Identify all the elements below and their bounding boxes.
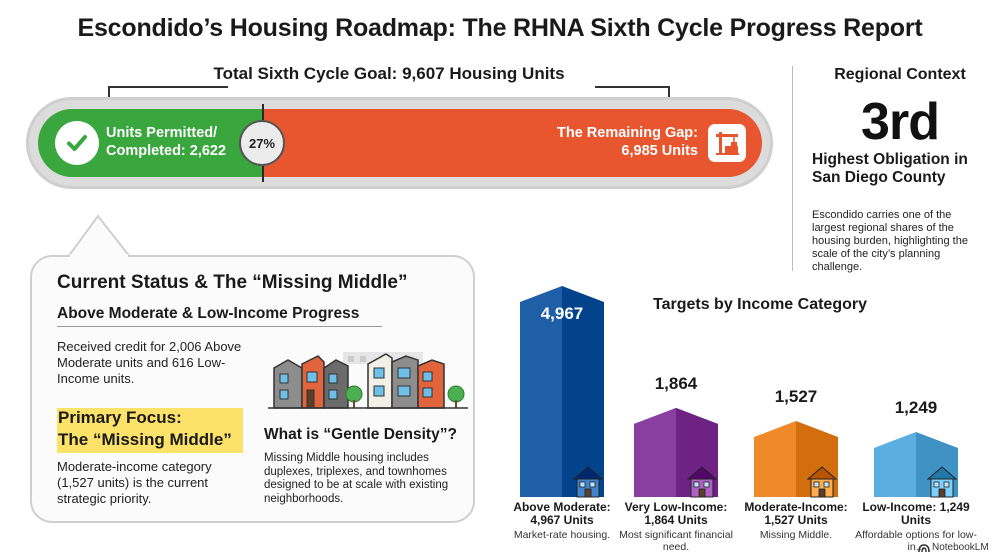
status-rule xyxy=(57,326,382,327)
focus-heading: Primary Focus: The “Missing Middle” xyxy=(58,408,232,449)
house-icon xyxy=(686,466,718,498)
percent-badge: 27% xyxy=(239,120,285,166)
check-icon xyxy=(55,121,99,165)
townhomes-illustration xyxy=(268,352,468,409)
status-subtitle: Above Moderate & Low-Income Progress xyxy=(57,305,360,322)
category-desc-low-income: Affordable options for low-in... xyxy=(855,529,977,553)
status-title: Current Status & The “Missing Middle” xyxy=(57,272,408,293)
category-label-low-income: Low-Income: 1,249 Units xyxy=(862,500,970,527)
value-label-moderate-income: 1,527 xyxy=(774,387,818,407)
category-desc-very-low-income: Most significant financial need. xyxy=(619,529,733,553)
gentle-density-body: Missing Middle housing includes duplexes… xyxy=(264,452,449,505)
bar-very-low-income xyxy=(634,407,718,498)
page-title: Escondido’s Housing Roadmap: The RHNA Si… xyxy=(77,14,923,42)
progress-bar-remaining xyxy=(262,109,762,177)
permitted-label: Units Permitted/ Completed: 2,622 xyxy=(106,125,227,159)
gentle-density-title: What is “Gentle Density”? xyxy=(264,426,457,443)
crane-icon xyxy=(708,124,746,162)
regional-subtitle: Highest Obligation in San Diego County xyxy=(812,151,968,186)
goal-bracket xyxy=(108,78,670,100)
notebook-icon xyxy=(918,543,930,552)
bar-moderate-income xyxy=(754,421,838,498)
house-icon xyxy=(926,466,958,498)
section-divider xyxy=(792,66,793,271)
focus-highlight xyxy=(57,408,243,453)
brand-mark: NotebookLM xyxy=(918,542,989,553)
focus-body: Moderate-income category (1,527 units) i… xyxy=(57,459,212,506)
category-label-above-moderate: Above Moderate: 4,967 Units xyxy=(513,500,611,527)
chart-title: Targets by Income Category xyxy=(653,296,867,313)
value-label-very-low-income: 1,864 xyxy=(654,373,698,393)
bar-low-income xyxy=(874,431,958,498)
regional-rank: 3rd xyxy=(861,93,940,151)
value-label-above-moderate: 4,967 xyxy=(540,304,584,323)
category-desc-above-moderate: Market-rate housing. xyxy=(513,529,611,541)
regional-heading: Regional Context xyxy=(834,66,966,83)
regional-body: Escondido carries one of the largest reg… xyxy=(812,209,968,273)
house-icon xyxy=(572,466,604,498)
remaining-label: The Remaining Gap: 6,985 Units xyxy=(557,125,698,159)
category-desc-moderate-income: Missing Middle. xyxy=(759,529,833,541)
category-label-very-low-income: Very Low-Income: 1,864 Units xyxy=(624,500,728,527)
status-body: Received credit for 2,006 Above Moderate… xyxy=(57,339,242,386)
house-icon xyxy=(806,466,838,498)
goal-label: Total Sixth Cycle Goal: 9,607 Housing Un… xyxy=(108,64,670,84)
category-label-moderate-income: Moderate-Income: 1,527 Units xyxy=(744,500,848,527)
value-label-low-income: 1,249 xyxy=(894,397,938,417)
